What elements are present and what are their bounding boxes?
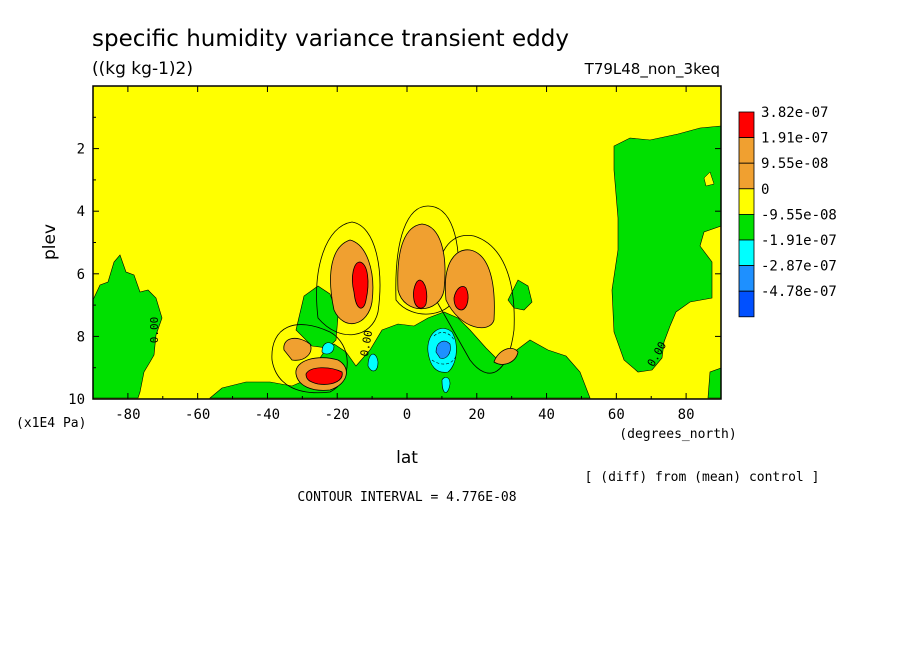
legend-label: -9.55e-08 [761, 207, 837, 223]
contour-nh-outer [435, 235, 515, 374]
x-axis: -80 -60 -40 -20 0 20 40 60 80 [92, 86, 722, 423]
positive-region-eq [397, 223, 446, 310]
positive-region-nh-low [493, 348, 519, 365]
region-sh-polar [93, 254, 163, 399]
y-axis: 2 4 6 8 10 [68, 116, 721, 408]
nh-small-island [703, 171, 715, 187]
negative-dashed-contours [431, 332, 457, 365]
y-axis-label: plev [40, 224, 60, 260]
legend-label: 1.91e-07 [761, 131, 828, 147]
legend-label: 3.82e-07 [761, 105, 828, 121]
y-axis-units: (x1E4 Pa) [16, 416, 86, 431]
max-core-eq [413, 279, 428, 309]
y-tick-label: 8 [77, 329, 85, 345]
contour-sh-outer [316, 221, 381, 336]
legend-swatch [738, 213, 755, 241]
legend-label: -4.78e-07 [761, 284, 837, 300]
run-label: T79L48_non_3keq [584, 60, 720, 79]
negative-region-mid [367, 353, 379, 372]
legend-label: 9.55e-08 [761, 156, 828, 172]
chart-title: specific humidity variance transient edd… [92, 26, 569, 52]
legend-label: -2.87e-07 [761, 259, 837, 275]
y-tick-label: 2 [77, 142, 85, 158]
legend-swatch [738, 162, 755, 190]
legend-swatch [738, 111, 755, 139]
region-nh-polar [707, 367, 721, 399]
negative-region-sh [321, 342, 335, 355]
legend-swatch [738, 265, 755, 292]
contour-low-outer [271, 324, 348, 394]
x-axis-label: lat [396, 448, 418, 468]
contour-interval: CONTOUR INTERVAL = 4.776E-08 [297, 490, 516, 505]
y-tick-label: 4 [77, 204, 85, 220]
x-tick-label: 60 [608, 407, 625, 423]
region-tropical-band [209, 311, 591, 399]
x-tick-label: 20 [468, 407, 485, 423]
plot-area [93, 86, 721, 399]
legend-swatch [738, 137, 755, 164]
negative-region-nh-low [441, 377, 451, 393]
x-axis-units: (degrees_north) [619, 427, 736, 442]
positive-region-low-west [283, 337, 312, 361]
x-tick-label: -20 [325, 407, 350, 423]
x-tick-label: -40 [255, 407, 280, 423]
x-tick-label: 80 [678, 407, 695, 423]
legend-label: 0 [761, 182, 769, 198]
max-core-low [305, 367, 343, 385]
x-tick-label: -60 [185, 407, 210, 423]
contour-eq-outer [395, 205, 460, 315]
units-label: ((kg kg-1)2) [92, 59, 193, 79]
min-core-nh [435, 340, 451, 359]
diff-note: [ (diff) from (mean) control ] [585, 470, 820, 485]
legend: 3.82e-07 1.91e-07 9.55e-08 0 -9.55e-08 -1.91e… [738, 105, 837, 318]
legend-label: -1.91e-07 [761, 233, 837, 249]
contour-label-mid: 0.00 [358, 329, 375, 357]
region-nh-highlat [611, 125, 721, 373]
x-tick-label: 40 [538, 407, 555, 423]
legend-swatch [738, 290, 755, 318]
y-tick-label: 10 [68, 392, 85, 408]
contour-label-sh: 0.00 [148, 317, 161, 344]
x-tick-label: 0 [403, 407, 411, 423]
max-core-sh [352, 261, 369, 309]
legend-swatch [738, 188, 755, 215]
x-tick-label: -80 [115, 407, 140, 423]
max-core-nh [453, 286, 469, 311]
y-tick-label: 6 [77, 267, 85, 283]
legend-swatch [738, 239, 755, 267]
